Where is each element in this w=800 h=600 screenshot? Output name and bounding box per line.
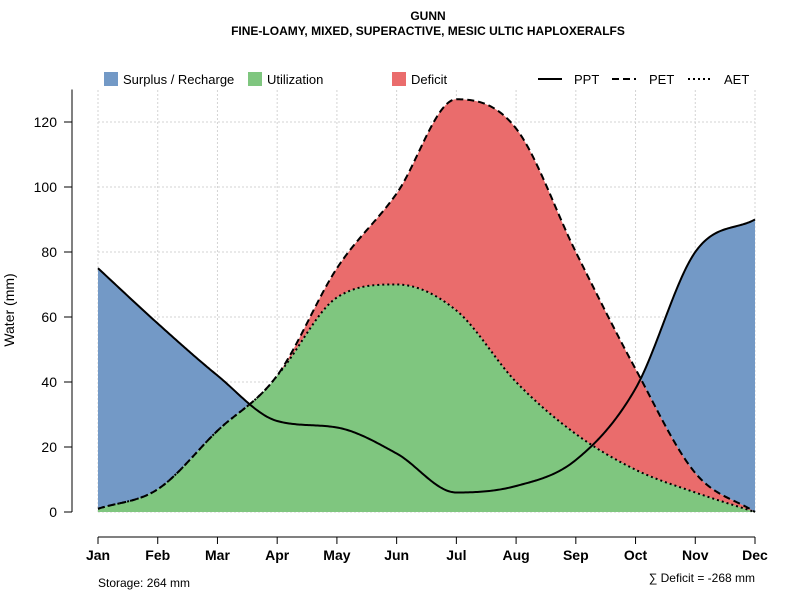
y-tick-label: 120 <box>34 114 58 130</box>
x-tick-label-dec: Dec <box>742 547 768 563</box>
legend: Surplus / Recharge Utilization Deficit P… <box>104 72 749 87</box>
series-line-pet <box>97 98 756 513</box>
y-tick-label: 100 <box>34 179 58 195</box>
x-tick-label-feb: Feb <box>145 547 170 563</box>
legend-swatch-surplus <box>104 72 118 86</box>
x-tick-label-jan: Jan <box>86 547 110 563</box>
x-tick-label-nov: Nov <box>682 547 709 563</box>
y-tick-label: 20 <box>41 439 57 455</box>
area-fills <box>98 99 755 512</box>
x-tick-label-aug: Aug <box>502 547 529 563</box>
x-tick-label-sep: Sep <box>563 547 589 563</box>
legend-label-deficit: Deficit <box>411 72 448 87</box>
series-line-ppt <box>97 218 756 494</box>
x-tick-label-jul: Jul <box>446 547 466 563</box>
surplus-recharge-area <box>98 219 755 512</box>
chart-subtitle: FINE-LOAMY, MIXED, SUPERACTIVE, MESIC UL… <box>231 24 625 38</box>
x-tick-label-may: May <box>323 547 350 563</box>
x-tick-label-apr: Apr <box>265 547 290 563</box>
legend-swatch-deficit <box>392 72 406 86</box>
y-tick-label: 0 <box>49 504 57 520</box>
storage-annotation: Storage: 264 mm <box>98 576 190 590</box>
series-line-aet <box>97 283 756 513</box>
legend-label-ppt: PPT <box>574 72 599 87</box>
legend-swatch-utilization <box>248 72 262 86</box>
y-tick-label: 80 <box>41 244 57 260</box>
y-tick-label: 60 <box>41 309 57 325</box>
series-lines <box>97 98 756 513</box>
x-tick-label-jun: Jun <box>384 547 409 563</box>
x-tick-label-mar: Mar <box>205 547 230 563</box>
legend-label-surplus: Surplus / Recharge <box>123 72 234 87</box>
legend-label-pet: PET <box>649 72 674 87</box>
legend-label-utilization: Utilization <box>267 72 323 87</box>
chart-title: GUNN <box>410 9 445 23</box>
utilization-area <box>98 284 755 512</box>
y-axis-label: Water (mm) <box>1 273 17 346</box>
deficit-annotation: ∑ Deficit = -268 mm <box>649 571 755 585</box>
legend-label-aet: AET <box>724 72 749 87</box>
axes: 0 20 40 60 80 100 120 Jan Feb Mar Apr May Jun Jul Aug S… <box>34 89 768 563</box>
x-tick-label-oct: Oct <box>624 547 648 563</box>
deficit-area <box>98 99 755 512</box>
y-tick-label: 40 <box>41 374 57 390</box>
